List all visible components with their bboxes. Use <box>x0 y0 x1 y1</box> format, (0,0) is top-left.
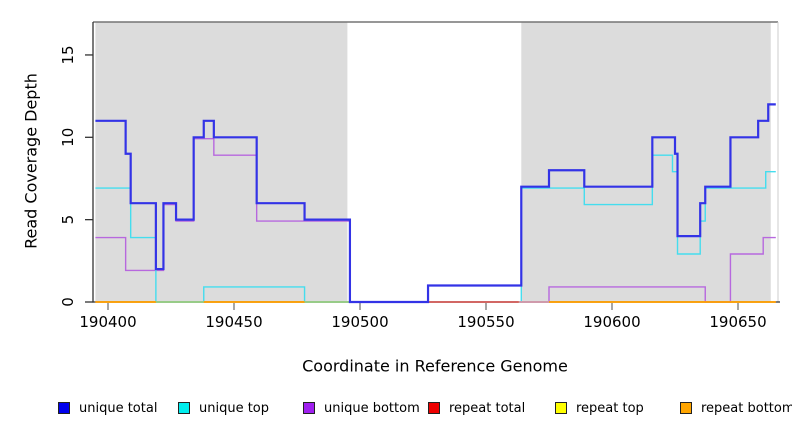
svg-text:190500: 190500 <box>331 313 388 331</box>
repeat-top-swatch-icon <box>555 402 567 414</box>
svg-text:190650: 190650 <box>709 313 766 331</box>
legend-item-repeat-bottom: repeat bottom <box>680 399 792 417</box>
y-axis-title: Read Coverage Depth <box>21 73 41 249</box>
legend-item-unique-top: unique top <box>178 399 269 417</box>
svg-text:5: 5 <box>59 215 77 225</box>
legend: unique total unique top unique bottom re… <box>0 399 792 419</box>
svg-text:10: 10 <box>59 128 77 147</box>
unique-bottom-swatch-icon <box>303 402 315 414</box>
legend-label: repeat bottom <box>701 400 792 416</box>
svg-text:0: 0 <box>59 297 77 307</box>
legend-item-repeat-top: repeat top <box>555 399 644 417</box>
svg-text:190400: 190400 <box>79 313 136 331</box>
svg-text:190600: 190600 <box>583 313 640 331</box>
legend-label: repeat top <box>576 400 644 416</box>
x-axis-title: Coordinate in Reference Genome <box>302 356 568 376</box>
svg-text:190550: 190550 <box>457 313 514 331</box>
unique-top-swatch-icon <box>178 402 190 414</box>
legend-item-unique-bottom: unique bottom <box>303 399 420 417</box>
svg-text:190450: 190450 <box>205 313 262 331</box>
legend-item-repeat-total: repeat total <box>428 399 525 417</box>
legend-label: repeat total <box>449 400 526 416</box>
repeat-bottom-swatch-icon <box>680 402 692 414</box>
repeat-total-swatch-icon <box>428 402 440 414</box>
svg-text:15: 15 <box>59 45 77 64</box>
legend-label: unique bottom <box>324 400 420 416</box>
legend-item-unique-total: unique total <box>58 399 157 417</box>
legend-label: unique total <box>79 400 158 416</box>
unique-total-swatch-icon <box>58 402 70 414</box>
legend-label: unique top <box>199 400 270 416</box>
